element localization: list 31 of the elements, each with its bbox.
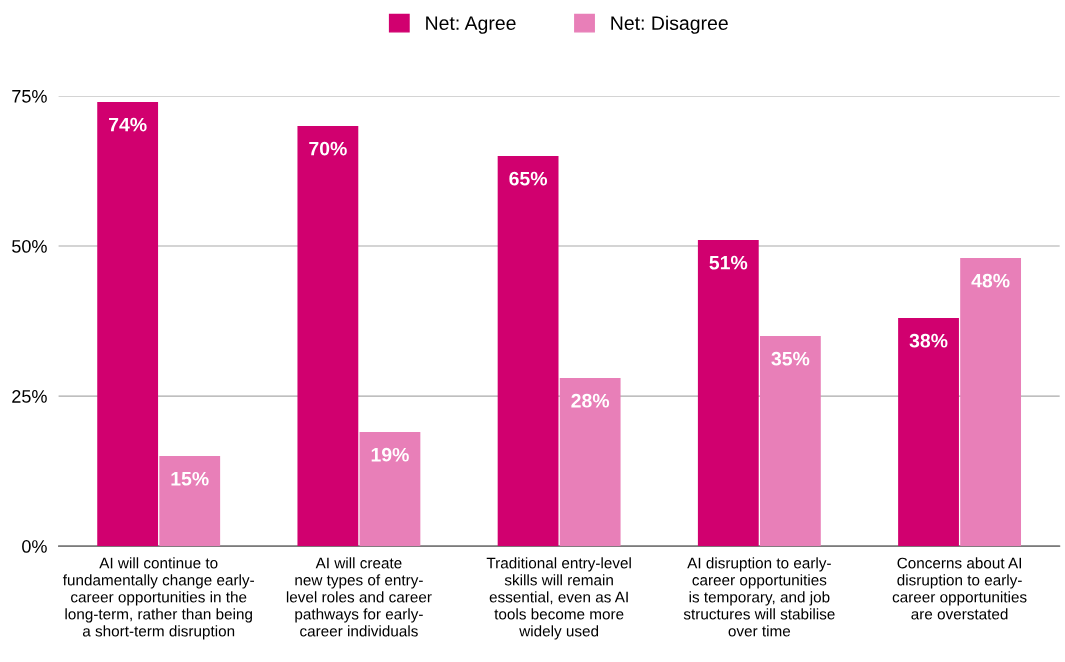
y-tick-label: 50%	[12, 239, 47, 253]
legend-label: Net: Agree	[426, 16, 516, 34]
x-tick-label: AI will continue to fundamentally change early- career opportunities in the long-term, rather than being a short-term disruption	[62, 557, 254, 640]
data-label: 19%	[371, 447, 409, 462]
bar	[559, 378, 621, 547]
data-label: 38%	[909, 333, 948, 348]
x-tick-label: Traditional entry-level skills will remain essential, even as AI tools become more widely used	[486, 557, 631, 640]
y-tick-label: 25%	[12, 390, 47, 403]
data-label: 65%	[509, 171, 548, 186]
bar	[159, 456, 221, 547]
bar	[759, 336, 821, 547]
x-tick-label: AI will create new types of entry- level roles and career pathways for early- career individuals	[286, 557, 432, 637]
data-label: 15%	[171, 471, 209, 486]
data-label: 48%	[971, 273, 1010, 288]
bar	[697, 240, 759, 547]
x-tick-label: Concerns about AI disruption to early- career opportunities are overstated	[892, 557, 1027, 620]
bar	[359, 432, 421, 547]
data-label: 74%	[109, 117, 147, 132]
y-tick-label: 0%	[22, 540, 47, 553]
x-tick-label: AI disruption to early- career opportunities is temporary, and job structures will stabilise over time	[683, 557, 835, 637]
bar	[960, 258, 1022, 547]
bar	[497, 156, 559, 547]
legend-label: Net: Disagree	[611, 15, 728, 34]
bar	[297, 126, 359, 547]
bar	[97, 101, 159, 547]
y-tick-label: 75%	[12, 90, 47, 103]
data-label: 28%	[571, 393, 610, 408]
bar	[898, 318, 959, 547]
data-label: 70%	[309, 141, 347, 156]
data-label: 35%	[771, 351, 810, 366]
data-label: 51%	[709, 255, 748, 270]
